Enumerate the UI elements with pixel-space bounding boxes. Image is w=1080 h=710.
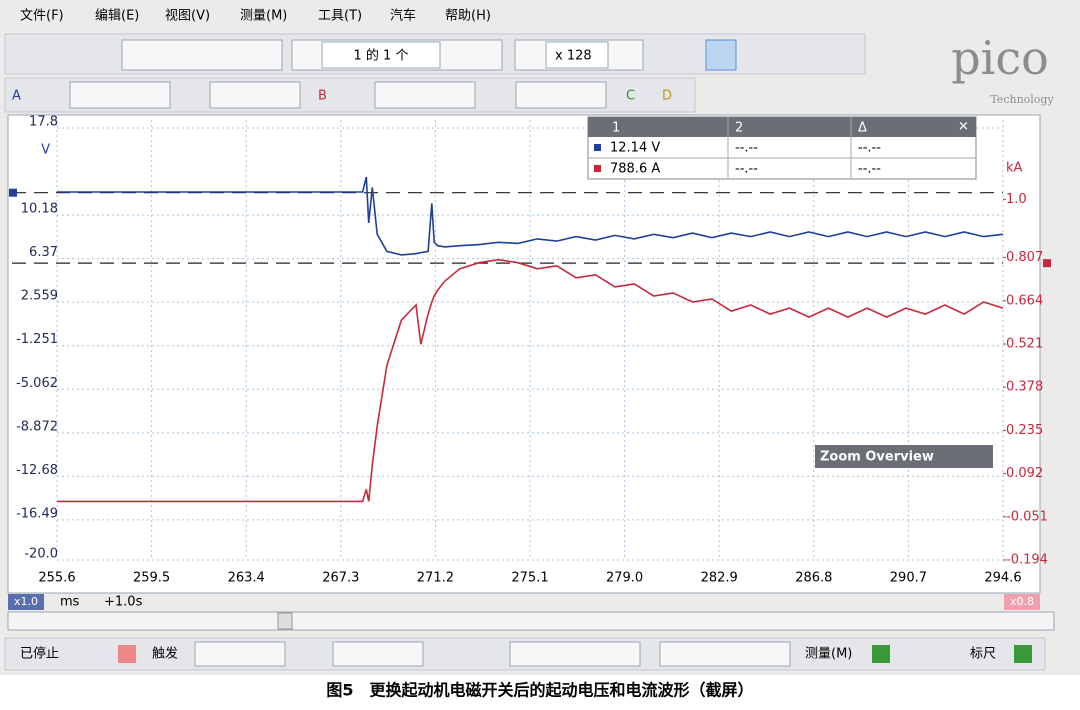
y2-tick-label: 0.521 xyxy=(1006,337,1043,352)
menu-item[interactable]: 工具(T) xyxy=(318,9,362,24)
cursor-value: --.-- xyxy=(858,162,881,177)
y2-tick-label: 0.092 xyxy=(1006,466,1043,481)
y2-zoom: x0.8 xyxy=(1010,595,1034,608)
logo: pico xyxy=(951,31,1049,85)
channel-a[interactable]: A xyxy=(12,89,21,104)
x-tick-label: 294.6 xyxy=(984,571,1021,586)
y-tick-label: -5.062 xyxy=(16,376,58,391)
x-tick-label: 255.6 xyxy=(38,571,75,586)
combo[interactable] xyxy=(121,39,283,71)
caption: 图5 更换起动机电磁开关后的起动电压和电流波形（截屏） xyxy=(326,681,753,700)
stop-button[interactable] xyxy=(118,645,136,663)
x-tick-label: 290.7 xyxy=(890,571,927,586)
cursor-value: 788.6 A xyxy=(610,162,660,177)
swatch xyxy=(594,144,601,151)
close-button[interactable]: ✕ xyxy=(958,120,969,135)
y2-tick-label: -0.194 xyxy=(1006,553,1048,568)
add-button[interactable] xyxy=(872,645,890,663)
channel-c[interactable]: C xyxy=(626,89,635,104)
x-offset: +1.0s xyxy=(104,595,143,610)
scroll-thumb[interactable] xyxy=(277,612,293,630)
range-combo[interactable] xyxy=(374,81,476,109)
zoom-tool[interactable] xyxy=(705,39,737,71)
logo-sub: Technology xyxy=(990,93,1054,106)
y2-tick-label: 1.0 xyxy=(1006,192,1027,207)
cursor-table: 1 2 Δ ✕ 12.14 V 788.6 A --.-- --.-- --.-… xyxy=(587,116,977,180)
plot: 255.6 259.5 263.4 267.3 271.2 275.1 279.0 282.9… xyxy=(9,115,1051,586)
ruler-handle xyxy=(1043,259,1051,268)
y2-tick-label: 0.664 xyxy=(1006,293,1043,308)
coupling-combo[interactable] xyxy=(515,81,607,109)
menu-item[interactable]: 视图(V) xyxy=(165,9,210,24)
y-tick-label: 2.559 xyxy=(21,289,58,304)
cursor-value: --.-- xyxy=(858,141,881,156)
zoom-overview-title: Zoom Overview xyxy=(820,450,934,465)
page-field xyxy=(321,41,441,69)
menu-bar: 文件(F) 编辑(E) 视图(V) 测量(M) 工具(T) 汽车 帮助(H) xyxy=(20,8,491,24)
swatch xyxy=(594,165,601,172)
trigger-combo[interactable] xyxy=(194,641,286,667)
x-zoom: x1.0 xyxy=(14,595,38,608)
y2-unit: kA xyxy=(1006,161,1023,176)
status: 已停止 xyxy=(20,646,59,662)
x-tick-label: 263.4 xyxy=(228,571,265,586)
x-tick-label: 279.0 xyxy=(606,571,643,586)
header: 1 xyxy=(612,121,620,136)
x-tick-label: 259.5 xyxy=(133,571,170,586)
y2-tick-label: 0.378 xyxy=(1006,380,1043,395)
series-line xyxy=(57,176,1004,256)
trigger[interactable]: 触发 xyxy=(152,646,178,662)
nav[interactable] xyxy=(659,641,791,667)
menu-item[interactable]: 帮助(H) xyxy=(445,9,491,24)
channel-d[interactable]: D xyxy=(662,89,672,104)
measure[interactable]: 测量(M) xyxy=(805,647,852,662)
ruler[interactable]: 标尺 xyxy=(970,647,996,662)
cursor-value: --.-- xyxy=(735,141,758,156)
x-tick-label: 286.8 xyxy=(795,571,832,586)
x-tick-label: 282.9 xyxy=(701,571,738,586)
zoom-value: x 128 xyxy=(555,49,592,64)
y-tick-label: 10.18 xyxy=(21,202,58,217)
y-tick-label: 17.8 xyxy=(29,115,58,130)
header: Δ xyxy=(858,121,867,136)
y2-tick-label: -0.051 xyxy=(1006,509,1048,524)
y2-zoom-box xyxy=(1004,594,1040,610)
page-counter: 1 的 1 个 xyxy=(354,48,409,64)
range-combo[interactable] xyxy=(69,81,171,109)
table-header xyxy=(588,117,976,137)
cursor-value: --.-- xyxy=(735,162,758,177)
menu-item[interactable]: 文件(F) xyxy=(20,9,64,24)
cursor-value: 12.14 V xyxy=(610,141,660,156)
header: 2 xyxy=(735,121,743,136)
y-tick-label: -1.251 xyxy=(16,332,58,347)
menu-item[interactable]: 汽车 xyxy=(390,8,416,24)
ruler-button[interactable] xyxy=(1014,645,1032,663)
menu-item[interactable]: 测量(M) xyxy=(240,9,287,24)
plot-panel xyxy=(7,114,1041,594)
y2-tick-label: 0.235 xyxy=(1006,423,1043,438)
menu-item[interactable]: 编辑(E) xyxy=(95,9,139,24)
nav[interactable] xyxy=(509,641,641,667)
y-tick-label: -12.68 xyxy=(16,463,58,478)
y-tick-label: -20.0 xyxy=(24,547,58,562)
channel-b[interactable]: B xyxy=(318,89,327,104)
zoom-field xyxy=(545,41,609,69)
y-tick-label: -16.49 xyxy=(16,506,58,521)
ruler-handle xyxy=(9,188,17,197)
combo[interactable] xyxy=(332,641,424,667)
series-line xyxy=(57,258,1004,503)
coupling-combo[interactable] xyxy=(209,81,301,109)
y-tick-label: -8.872 xyxy=(16,419,58,434)
x-zoom-box xyxy=(8,594,44,610)
scrollbar[interactable] xyxy=(7,611,1055,631)
y-unit: V xyxy=(41,143,50,158)
x-unit: ms xyxy=(60,595,80,610)
zoom-overview[interactable] xyxy=(815,445,993,468)
y2-tick-label: 0.807 xyxy=(1006,250,1043,265)
y-tick-label: 6.37 xyxy=(29,245,58,260)
x-tick-label: 271.2 xyxy=(417,571,454,586)
x-tick-label: 267.3 xyxy=(322,571,359,586)
x-tick-label: 275.1 xyxy=(511,571,548,586)
